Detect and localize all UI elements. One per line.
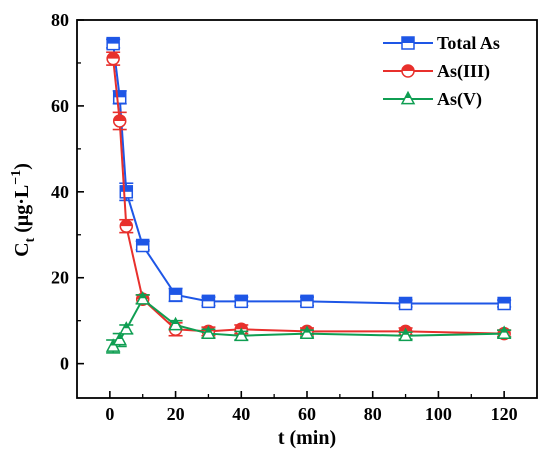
data-point-outline <box>234 327 249 342</box>
y-axis-title: Ct (μg·L−1) <box>9 163 38 257</box>
y-tick-label-1: 20 <box>51 268 69 288</box>
x-tick-label-5: 100 <box>425 404 452 424</box>
data-point <box>398 327 413 342</box>
data-point-fill <box>402 329 409 335</box>
legend-marker <box>400 90 416 105</box>
y-tick-label-3: 60 <box>51 96 69 116</box>
data-point-fill <box>113 91 126 98</box>
data-point <box>201 294 216 309</box>
data-point-fill <box>120 220 133 227</box>
data-point-fill <box>202 295 215 302</box>
legend-item-0: Total As <box>383 33 500 53</box>
x-tick-label-2: 40 <box>232 404 250 424</box>
data-point <box>299 325 315 339</box>
data-point-fill <box>107 37 120 44</box>
data-point-fill <box>235 295 248 302</box>
x-tick-label-3: 60 <box>298 404 316 424</box>
data-point-fill <box>172 318 179 324</box>
data-point-outline <box>398 327 413 342</box>
series-line-1 <box>112 58 505 335</box>
data-point-fill <box>399 297 412 304</box>
data-point <box>119 185 134 199</box>
data-point <box>201 325 216 339</box>
data-point <box>112 331 127 346</box>
legend-label: As(III) <box>437 61 490 82</box>
x-tick-label-0: 0 <box>105 404 114 424</box>
y-axis-title-end: ) <box>11 163 33 170</box>
legend-item-2: As(V) <box>383 89 482 110</box>
data-point <box>135 238 150 253</box>
x-tick-label-6: 120 <box>491 404 518 424</box>
data-point <box>106 51 120 66</box>
data-point-fill <box>169 288 182 295</box>
data-point-fill <box>304 326 310 333</box>
data-point-outline <box>105 338 121 352</box>
y-axis-title-sup: −1 <box>9 170 24 185</box>
data-point-fill <box>501 326 508 333</box>
y-axis-title-units: (μg·L <box>11 185 33 238</box>
data-point-fill <box>113 114 126 121</box>
data-point <box>168 288 183 302</box>
legend-marker-fill <box>402 37 414 43</box>
x-tick-label-4: 80 <box>364 404 382 424</box>
data-point-outline <box>135 291 150 305</box>
series-0 <box>106 36 512 311</box>
y-axis-title-sub: t <box>23 237 38 242</box>
data-point <box>497 296 511 311</box>
data-point-fill <box>238 329 245 335</box>
data-point <box>168 316 183 331</box>
series-layer <box>105 36 512 354</box>
data-point <box>112 90 127 105</box>
data-point-fill <box>120 185 133 192</box>
y-axis-title-main: C <box>11 242 33 256</box>
data-point <box>300 294 314 309</box>
data-point <box>112 114 127 128</box>
data-point <box>496 325 512 339</box>
legend-marker-fill <box>402 65 414 71</box>
legend-label: Total As <box>437 33 500 53</box>
data-point <box>398 296 413 311</box>
data-point-fill <box>498 297 511 304</box>
series-2 <box>105 291 512 354</box>
x-tick-label-1: 20 <box>167 404 185 424</box>
data-point-outline <box>119 321 134 335</box>
data-point <box>234 327 249 342</box>
data-point-fill <box>301 295 313 302</box>
data-point-fill <box>139 292 146 299</box>
legend-label: As(V) <box>437 89 482 110</box>
data-point-fill <box>116 333 123 340</box>
x-axis-title: t (min) <box>278 427 336 449</box>
legend: Total As As(III) As(V) <box>383 33 500 110</box>
legend-item-1: As(III) <box>383 61 490 82</box>
data-point <box>234 294 249 309</box>
data-point <box>119 219 134 233</box>
series-1 <box>106 51 512 341</box>
svg-text:Ct (μg·L−1): Ct (μg·L−1) <box>9 163 38 257</box>
data-point <box>119 321 134 335</box>
data-point <box>106 36 120 51</box>
data-point-fill <box>235 323 248 330</box>
legend-marker <box>401 36 415 50</box>
axes: 0 20 40 60 80 100 120 0 20 40 60 80 <box>51 10 538 424</box>
data-point-fill <box>123 322 130 329</box>
data-point-fill <box>136 239 149 246</box>
legend-marker <box>401 64 415 78</box>
data-point <box>135 291 150 305</box>
series-line-0 <box>112 43 505 305</box>
legend-marker-fill <box>405 92 411 99</box>
y-tick-label-0: 0 <box>60 354 69 374</box>
data-point-fill <box>205 326 212 333</box>
data-point-fill <box>107 52 120 59</box>
y-tick-label-2: 40 <box>51 182 69 202</box>
y-tick-label-4: 80 <box>51 10 69 30</box>
